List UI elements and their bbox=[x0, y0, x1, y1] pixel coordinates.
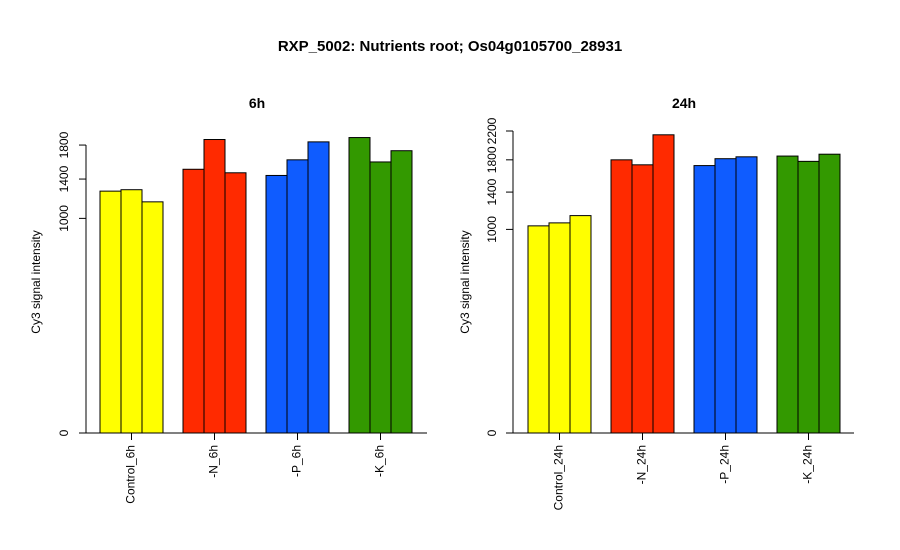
x-tick-label: Control_24h bbox=[552, 445, 566, 510]
bar--P_24h-1 bbox=[693, 165, 716, 434]
y-tick-label: 0 bbox=[57, 429, 71, 436]
bar--N_24h-2 bbox=[631, 164, 654, 434]
chart-main-title: RXP_5002: Nutrients root; Os04g0105700_2… bbox=[277, 38, 623, 55]
bar--K_24h-3 bbox=[818, 153, 841, 434]
x-tick-label: -N_6h bbox=[207, 445, 221, 478]
bar--N_6h-3 bbox=[224, 172, 247, 434]
bar-Control_6h-3 bbox=[141, 201, 164, 434]
bar--P_24h-2 bbox=[714, 158, 737, 434]
x-tick-label: -P_24h bbox=[718, 445, 732, 484]
x-tick-label: -P_6h bbox=[290, 445, 304, 477]
y-tick-label: 1400 bbox=[57, 165, 71, 192]
x-tick-label: Control_6h bbox=[124, 445, 138, 504]
bar-Control_24h-2 bbox=[548, 222, 571, 434]
y-tick-label: 2200 bbox=[485, 117, 499, 144]
y-axis-label: Cy3 signal intensity bbox=[29, 230, 43, 333]
y-tick-label: 1000 bbox=[57, 205, 71, 232]
y-tick-label: 1800 bbox=[485, 146, 499, 173]
x-tick-label: -N_24h bbox=[635, 445, 649, 484]
bar-Control_24h-3 bbox=[569, 215, 592, 434]
y-tick-label: 1000 bbox=[485, 216, 499, 243]
bar--K_24h-1 bbox=[776, 155, 799, 434]
y-tick-label: 1800 bbox=[57, 131, 71, 158]
y-tick-label: 1400 bbox=[485, 178, 499, 205]
y-axis-label: Cy3 signal intensity bbox=[458, 230, 472, 333]
panel-title: 24h bbox=[672, 95, 696, 111]
bar--N_24h-1 bbox=[610, 159, 633, 434]
x-tick-label: -K_6h bbox=[373, 445, 387, 477]
bar--P_24h-3 bbox=[735, 156, 758, 434]
bar--K_6h-3 bbox=[390, 150, 413, 434]
bar--K_24h-2 bbox=[797, 160, 820, 434]
bar--P_6h-3 bbox=[307, 141, 330, 434]
bar-Control_24h-1 bbox=[527, 225, 550, 434]
bar--N_24h-3 bbox=[652, 134, 675, 434]
panel-title: 6h bbox=[249, 95, 265, 111]
y-tick-label: 0 bbox=[485, 429, 499, 436]
x-tick-label: -K_24h bbox=[801, 445, 815, 484]
